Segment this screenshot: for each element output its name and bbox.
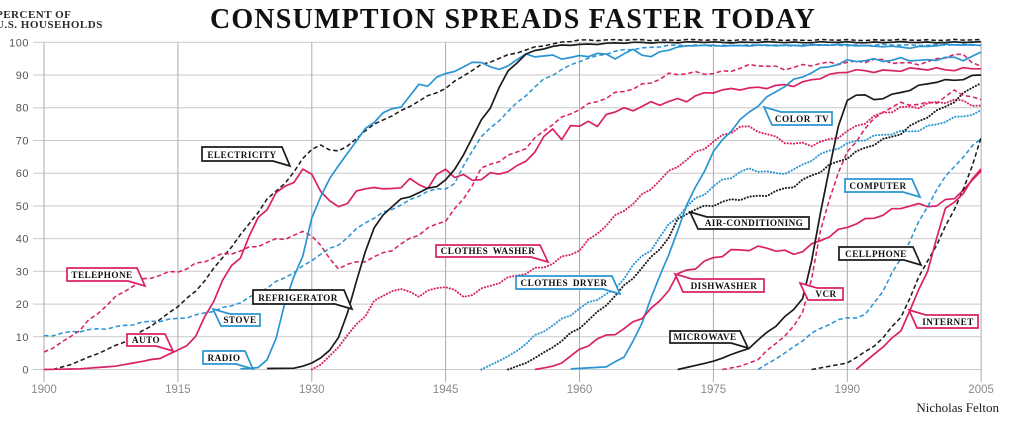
svg-text:CLOTHES WASHER: CLOTHES WASHER: [441, 246, 536, 256]
svg-text:30: 30: [16, 266, 29, 278]
svg-text:TELEPHONE: TELEPHONE: [71, 270, 132, 280]
svg-text:1915: 1915: [165, 384, 191, 396]
svg-text:2005: 2005: [968, 384, 994, 396]
svg-text:80: 80: [16, 103, 29, 115]
svg-text:INTERNET: INTERNET: [922, 317, 974, 327]
svg-text:RADIO: RADIO: [208, 353, 241, 363]
svg-text:CLOTHES DRYER: CLOTHES DRYER: [521, 278, 608, 288]
svg-text:MICROWAVE: MICROWAVE: [673, 332, 736, 342]
svg-text:CELLPHONE: CELLPHONE: [845, 249, 907, 259]
svg-text:1990: 1990: [835, 384, 861, 396]
svg-text:COLOR TV: COLOR TV: [775, 114, 829, 124]
svg-text:50: 50: [16, 201, 29, 213]
svg-text:ELECTRICITY: ELECTRICITY: [207, 150, 276, 160]
svg-text:DISHWASHER: DISHWASHER: [691, 281, 758, 291]
svg-text:STOVE: STOVE: [223, 315, 256, 325]
svg-text:20: 20: [16, 299, 29, 311]
svg-text:0: 0: [22, 365, 29, 377]
svg-text:10: 10: [16, 332, 29, 344]
svg-text:1975: 1975: [701, 384, 727, 396]
svg-text:70: 70: [16, 136, 29, 148]
svg-text:100: 100: [9, 37, 29, 49]
svg-text:U.S. HOUSEHOLDS: U.S. HOUSEHOLDS: [0, 19, 103, 31]
svg-text:CONSUMPTION SPREADS FASTER TOD: CONSUMPTION SPREADS FASTER TODAY: [210, 4, 816, 35]
svg-text:90: 90: [16, 70, 29, 82]
svg-text:1945: 1945: [433, 384, 459, 396]
svg-text:AIR-CONDITIONING: AIR-CONDITIONING: [705, 218, 804, 228]
svg-text:1900: 1900: [31, 384, 57, 396]
svg-text:REFRIGERATOR: REFRIGERATOR: [258, 293, 338, 303]
svg-text:AUTO: AUTO: [132, 335, 160, 345]
svg-text:60: 60: [16, 168, 29, 180]
svg-text:1960: 1960: [567, 384, 593, 396]
svg-text:COMPUTER: COMPUTER: [849, 181, 906, 191]
svg-text:1930: 1930: [299, 384, 325, 396]
svg-text:PERCENT OF: PERCENT OF: [0, 9, 71, 21]
svg-text:VCR: VCR: [815, 289, 836, 299]
svg-text:40: 40: [16, 234, 29, 246]
svg-text:Nicholas Felton: Nicholas Felton: [916, 400, 999, 415]
